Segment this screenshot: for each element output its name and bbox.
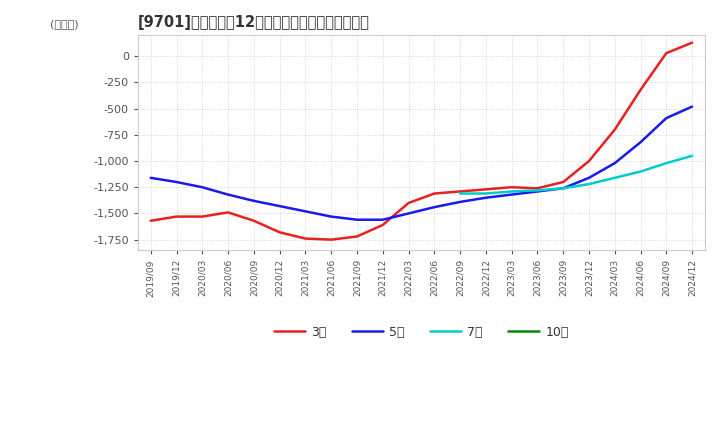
5年 xyxy=(508,192,516,197)
5年 xyxy=(172,180,181,185)
5年 xyxy=(482,195,490,200)
3年 xyxy=(224,210,233,215)
5年 xyxy=(688,104,696,109)
3年 xyxy=(430,191,438,196)
7年 xyxy=(662,161,670,166)
3年 xyxy=(559,180,567,185)
3年 xyxy=(688,40,696,45)
3年 xyxy=(301,236,310,241)
7年 xyxy=(533,188,541,193)
7年 xyxy=(636,169,645,174)
5年 xyxy=(224,192,233,197)
3年 xyxy=(379,222,387,227)
7年 xyxy=(482,191,490,196)
5年 xyxy=(327,214,336,219)
5年 xyxy=(301,209,310,214)
7年 xyxy=(611,175,619,180)
5年 xyxy=(275,203,284,209)
7年 xyxy=(688,153,696,158)
3年 xyxy=(172,214,181,219)
3年 xyxy=(611,127,619,132)
7年 xyxy=(508,189,516,194)
5年 xyxy=(662,115,670,121)
3年 xyxy=(404,200,413,205)
5年 xyxy=(430,205,438,210)
7年 xyxy=(585,181,593,187)
Legend: 3年, 5年, 7年, 10年: 3年, 5年, 7年, 10年 xyxy=(269,321,574,344)
3年 xyxy=(250,218,258,224)
Line: 7年: 7年 xyxy=(460,156,692,194)
5年 xyxy=(611,161,619,166)
3年 xyxy=(662,51,670,56)
3年 xyxy=(275,230,284,235)
3年 xyxy=(353,234,361,239)
3年 xyxy=(636,87,645,92)
Text: [9701]　経常利益12か月移動合計の平均値の推移: [9701] 経常利益12か月移動合計の平均値の推移 xyxy=(138,15,370,30)
3年 xyxy=(482,187,490,192)
5年 xyxy=(353,217,361,222)
5年 xyxy=(533,189,541,194)
7年 xyxy=(456,191,464,196)
3年 xyxy=(456,189,464,194)
Line: 5年: 5年 xyxy=(150,106,692,220)
3年 xyxy=(198,214,207,219)
5年 xyxy=(250,198,258,204)
5年 xyxy=(585,175,593,180)
7年 xyxy=(559,186,567,191)
5年 xyxy=(636,139,645,145)
3年 xyxy=(327,237,336,242)
Y-axis label: (百万円): (百万円) xyxy=(50,19,78,29)
3年 xyxy=(533,186,541,191)
5年 xyxy=(198,185,207,190)
5年 xyxy=(146,175,155,180)
5年 xyxy=(379,217,387,222)
5年 xyxy=(456,199,464,205)
3年 xyxy=(146,218,155,224)
5年 xyxy=(559,186,567,191)
Line: 3年: 3年 xyxy=(150,43,692,240)
3年 xyxy=(508,185,516,190)
5年 xyxy=(404,211,413,216)
3年 xyxy=(585,158,593,164)
